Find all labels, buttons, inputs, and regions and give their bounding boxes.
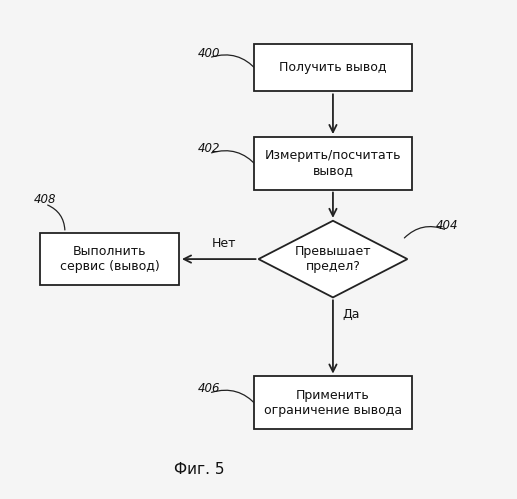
Text: 400: 400	[197, 46, 220, 59]
Text: 406: 406	[197, 382, 220, 395]
Text: Превышает
предел?: Превышает предел?	[295, 245, 371, 273]
Text: Фиг. 5: Фиг. 5	[174, 463, 224, 478]
Text: Нет: Нет	[211, 238, 236, 250]
Text: 408: 408	[34, 193, 56, 206]
Text: Да: Да	[343, 308, 360, 321]
Text: Выполнить
сервис (вывод): Выполнить сервис (вывод)	[60, 245, 159, 273]
Polygon shape	[258, 221, 407, 297]
FancyBboxPatch shape	[40, 233, 179, 285]
Text: Измерить/посчитать
вывод: Измерить/посчитать вывод	[265, 149, 401, 177]
FancyBboxPatch shape	[253, 376, 413, 429]
FancyBboxPatch shape	[253, 43, 413, 91]
Text: 404: 404	[436, 219, 459, 232]
Text: Применить
ограничение вывода: Применить ограничение вывода	[264, 389, 402, 417]
Text: 402: 402	[197, 142, 220, 155]
Text: Получить вывод: Получить вывод	[279, 61, 387, 74]
FancyBboxPatch shape	[253, 137, 413, 190]
